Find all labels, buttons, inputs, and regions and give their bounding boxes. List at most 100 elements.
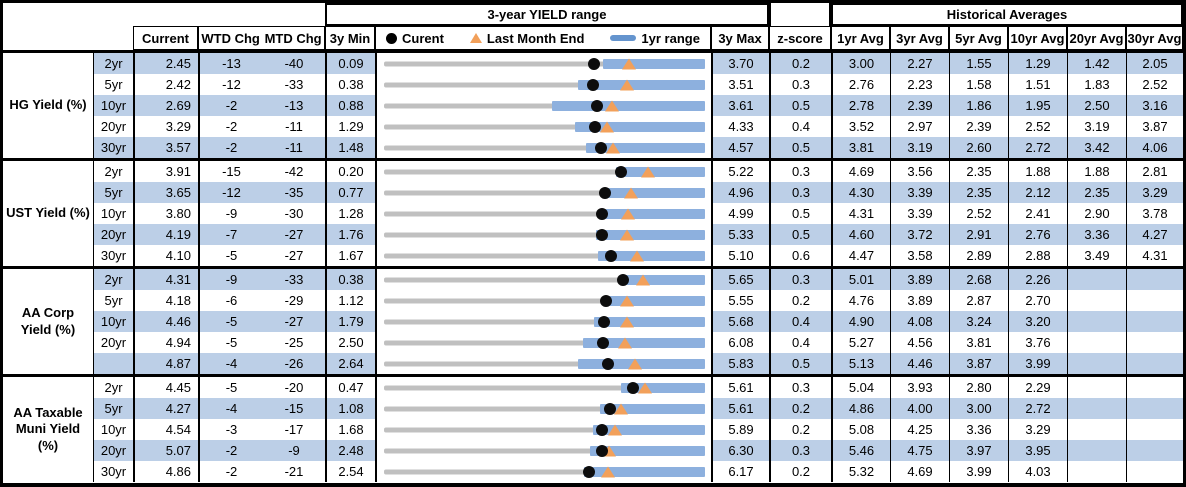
one-year-range-bar	[603, 187, 705, 198]
three-year-track	[384, 427, 705, 432]
cell-zscore: 0.5	[769, 203, 831, 224]
cell-30yr-avg: 3.16	[1126, 95, 1183, 116]
one-year-range-bar	[594, 316, 705, 327]
cell-current: 4.86	[133, 461, 198, 482]
legend-1yr-range: 1yr range	[610, 31, 700, 46]
historical-averages-title: Historical Averages	[831, 3, 1183, 26]
range-chart	[375, 269, 711, 290]
cell-tenor: 20yr	[94, 440, 133, 461]
three-year-track	[384, 340, 705, 345]
cell-30yr-avg	[1126, 269, 1183, 290]
last-month-triangle	[619, 316, 634, 327]
cell-10yr-avg: 1.51	[1008, 74, 1067, 95]
range-chart	[375, 182, 711, 203]
zscore-header-spacer	[769, 3, 831, 26]
cell-1yr-avg: 5.04	[831, 377, 890, 398]
range-chart	[375, 137, 711, 158]
cell-1yr-avg: 4.86	[831, 398, 890, 419]
cell-mtd-chg: -27	[284, 248, 304, 263]
one-year-range-bar	[598, 250, 705, 261]
cell-3yr-avg: 3.89	[890, 269, 949, 290]
cell-3yr-avg: 4.46	[890, 353, 949, 374]
current-dot	[587, 57, 600, 70]
cell-1yr-avg: 4.76	[831, 290, 890, 311]
three-year-track	[384, 124, 705, 129]
cell-30yr-avg	[1126, 290, 1183, 311]
cell-zscore: 0.6	[769, 245, 831, 266]
cell-5yr-avg: 2.35	[949, 182, 1008, 203]
cell-zscore: 0.2	[769, 461, 831, 482]
chart-track-zone	[384, 116, 705, 137]
cell-wtd-chg: -3	[198, 419, 263, 440]
cell-wtd-chg: -2	[198, 440, 263, 461]
cell-tenor: 30yr	[100, 464, 127, 479]
cell-20yr-avg: 2.35	[1067, 182, 1126, 203]
cell-10yr-avg: 2.12	[1008, 182, 1067, 203]
col-header-1yr-avg: 1yr Avg	[831, 26, 890, 50]
cell-10yr-avg: 2.88	[1008, 245, 1067, 266]
range-chart	[375, 245, 711, 266]
range-section-title: 3-year YIELD range	[325, 3, 769, 26]
cell-wtd-chg: -12	[198, 74, 263, 95]
cell-3y-min: 1.08	[325, 398, 375, 419]
cell-3y-min: 2.50	[325, 332, 375, 353]
cell-1yr-avg: 3.52	[831, 116, 890, 137]
last-month-triangle	[620, 208, 635, 219]
three-year-track	[384, 103, 705, 108]
cell-tenor	[94, 353, 133, 374]
cell-1yr-avg: 5.13	[831, 353, 890, 374]
cell-wtd-chg: -6	[198, 290, 263, 311]
last-month-triangle	[613, 403, 628, 414]
cell-3y-max: 3.70	[711, 53, 769, 74]
cell-tenor: 20yr	[100, 335, 127, 350]
current-dot	[599, 294, 612, 307]
cell-20yr-avg	[1067, 377, 1126, 398]
cell-1yr-avg: 5.27	[831, 332, 890, 353]
range-chart	[375, 74, 711, 95]
cell-wtd-chg: -5	[198, 332, 263, 353]
cell-3y-min: 1.79	[325, 311, 375, 332]
col-header-wtd: WTD Chg	[201, 30, 260, 46]
current-dot	[615, 165, 628, 178]
three-year-track	[384, 448, 705, 453]
yield-group: AA Corp Yield (%) 2yr 4.31 -9 -33 0.38 5.65 0.3…	[3, 266, 1183, 374]
cell-10yr-avg: 3.99	[1008, 353, 1067, 374]
col-header-20yr-avg: 20yr Avg	[1067, 26, 1126, 50]
chart-track-zone	[384, 398, 705, 419]
cell-current: 3.29	[133, 116, 198, 137]
cell-20yr-avg: 2.90	[1067, 203, 1126, 224]
range-chart	[375, 419, 711, 440]
cell-5yr-avg: 2.80	[949, 377, 1008, 398]
cell-10yr-avg: 2.76	[1008, 224, 1067, 245]
cell-30yr-avg	[1126, 461, 1183, 482]
cell-20yr-avg	[1067, 353, 1126, 374]
cell-1yr-avg: 3.00	[831, 53, 890, 74]
group-label: AA Corp Yield (%)	[3, 269, 94, 374]
current-dot	[602, 357, 615, 370]
range-chart	[375, 290, 711, 311]
col-header-3y-min: 3y Min	[325, 26, 375, 50]
cell-5yr-avg: 2.91	[949, 224, 1008, 245]
legend-range-label: 1yr range	[641, 30, 700, 46]
chart-track-zone	[384, 311, 705, 332]
current-dot	[604, 402, 617, 415]
cell-3y-max: 5.55	[711, 290, 769, 311]
cell-tenor: 10yr	[94, 311, 133, 332]
cell-current: 4.46	[133, 311, 198, 332]
range-chart	[375, 353, 711, 374]
table-body: HG Yield (%) 2yr 2.45 -13 -40 0.09 3.70 0.2 3.00…	[3, 50, 1183, 482]
cell-3yr-avg: 4.75	[890, 440, 949, 461]
cell-current: 2.69	[133, 95, 198, 116]
cell-1yr-avg: 3.81	[831, 137, 890, 158]
one-year-range-bar	[602, 58, 705, 69]
cell-3y-min: 2.64	[325, 353, 375, 374]
cell-zscore: 0.2	[769, 53, 831, 74]
one-year-range-bar	[585, 142, 705, 153]
cell-30yr-avg: 3.87	[1126, 116, 1183, 137]
current-dot	[595, 444, 608, 457]
cell-1yr-avg: 4.60	[831, 224, 890, 245]
cell-3y-max: 6.08	[711, 332, 769, 353]
cell-3y-max: 3.51	[711, 74, 769, 95]
current-dot	[598, 315, 611, 328]
cell-zscore: 0.5	[769, 137, 831, 158]
